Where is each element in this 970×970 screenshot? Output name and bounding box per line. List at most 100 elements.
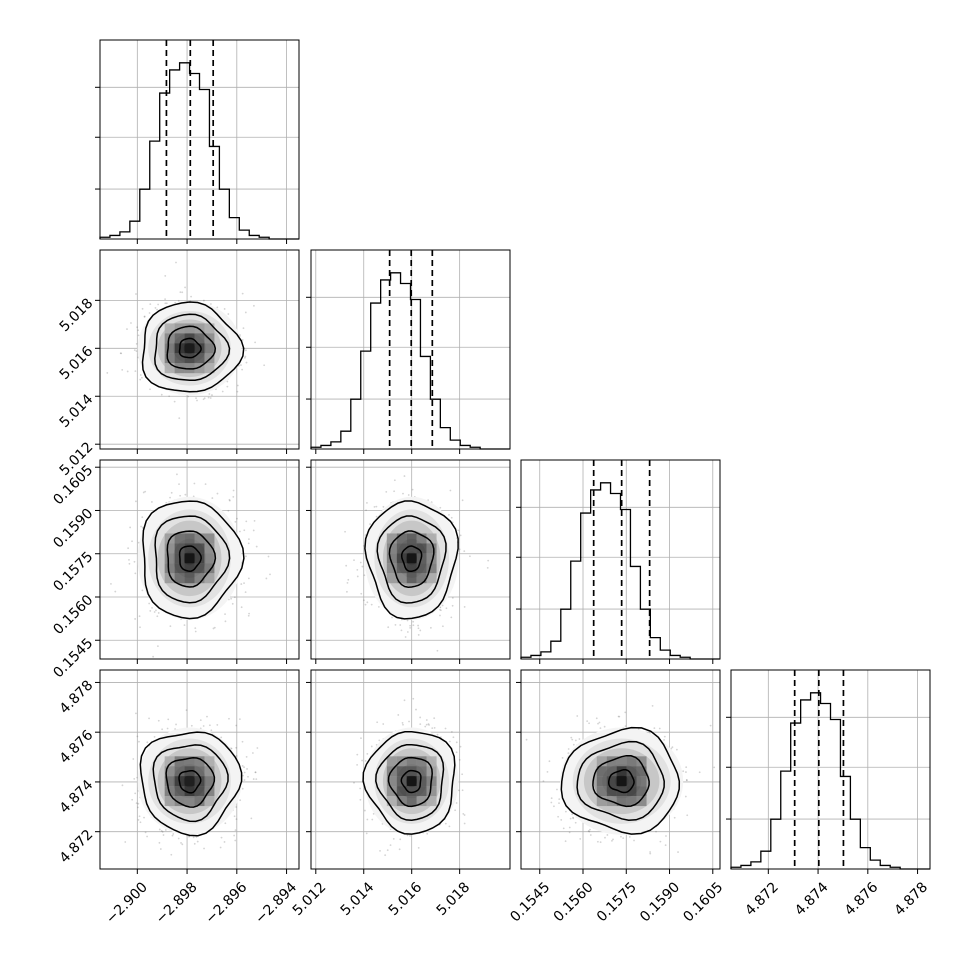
sample-point — [596, 840, 599, 843]
sample-point — [165, 302, 168, 305]
sample-point — [449, 489, 452, 492]
sample-point — [439, 609, 442, 612]
sample-point — [463, 606, 466, 608]
sample-point — [153, 611, 156, 613]
sample-point — [241, 765, 244, 767]
contour-inner — [388, 530, 435, 588]
sample-point — [195, 397, 197, 400]
sample-point — [220, 736, 223, 739]
sample-point — [401, 722, 404, 724]
density-cell — [636, 796, 647, 807]
x-tick-label: −2.896 — [202, 879, 250, 927]
density-cell — [386, 553, 397, 564]
sample-point — [164, 829, 167, 831]
sample-point — [136, 776, 139, 779]
sample-point — [425, 719, 428, 721]
density-cell — [596, 786, 607, 797]
density-cell — [386, 756, 397, 767]
sample-point — [452, 736, 455, 739]
sample-point — [570, 736, 573, 739]
contour-inner — [165, 757, 216, 808]
x-tick-label: 5.016 — [386, 879, 426, 919]
sample-point — [415, 708, 417, 711]
sample-point — [366, 601, 369, 604]
sample-point — [603, 725, 606, 728]
sample-point — [236, 517, 238, 520]
sample-point — [141, 376, 143, 379]
sample-point — [412, 620, 415, 623]
sample-point — [177, 299, 180, 302]
density-cell — [626, 776, 637, 787]
sample-point — [393, 490, 396, 493]
sample-point — [254, 771, 257, 774]
sample-point — [604, 836, 606, 839]
scatter-panel-3-1 — [306, 669, 511, 874]
sample-point — [171, 834, 174, 837]
sample-point — [404, 636, 407, 638]
sample-point — [254, 341, 257, 344]
x-tick-label: 4.872 — [742, 879, 782, 919]
x-tick-label: −2.900 — [103, 879, 151, 927]
sample-point — [139, 374, 142, 376]
sample-point — [428, 724, 430, 726]
sample-point — [134, 618, 137, 620]
sample-point — [458, 759, 461, 761]
sample-point — [239, 530, 241, 533]
density-cell — [204, 533, 215, 544]
density-cell — [386, 786, 397, 797]
sample-point — [448, 514, 450, 516]
sample-point — [649, 852, 652, 855]
sample-point — [371, 818, 374, 821]
sample-point — [141, 589, 144, 592]
sample-point — [149, 610, 152, 612]
sample-point — [663, 739, 665, 741]
density-cell — [616, 756, 627, 767]
sample-point — [407, 494, 410, 496]
sample-point — [564, 810, 567, 813]
sample-point — [366, 818, 369, 821]
sample-point — [377, 605, 380, 608]
panel-frame — [99, 249, 300, 450]
density-cell — [164, 756, 175, 767]
sample-point — [353, 781, 355, 784]
sample-point — [248, 612, 250, 615]
contour-mid — [376, 515, 447, 604]
density-cell — [426, 786, 437, 797]
sample-point — [173, 400, 176, 403]
y-tick-label: 0.1590 — [50, 506, 96, 552]
sample-point — [216, 724, 219, 726]
sample-point — [436, 649, 439, 652]
sample-point — [347, 578, 350, 581]
sample-point — [157, 612, 160, 614]
sample-point — [236, 384, 239, 387]
density-cell — [174, 543, 185, 554]
sample-point — [419, 629, 422, 632]
sample-point — [353, 559, 355, 561]
sample-point — [224, 620, 227, 623]
density-cell — [174, 796, 185, 807]
sample-point — [126, 370, 129, 373]
sample-point — [373, 505, 376, 508]
sample-point — [457, 789, 460, 792]
sample-point — [402, 492, 404, 495]
sample-point — [114, 590, 117, 593]
sample-point — [243, 529, 246, 532]
sample-point — [131, 798, 134, 801]
density-cell — [386, 776, 397, 787]
y-tick-label: 0.1545 — [50, 635, 96, 681]
sample-point — [458, 548, 461, 551]
sample-point — [670, 747, 673, 750]
density-cell — [616, 766, 627, 777]
sample-point — [361, 759, 364, 762]
sample-point — [346, 581, 349, 584]
sample-point — [190, 295, 192, 298]
y-tick-label: 0.1560 — [50, 592, 96, 638]
sample-point — [129, 526, 132, 529]
sample-point — [360, 737, 362, 740]
sample-point — [574, 739, 577, 742]
sample-point — [212, 627, 215, 630]
density-cell — [204, 353, 215, 364]
sample-point — [247, 775, 249, 778]
sample-point — [135, 712, 137, 715]
density-cell — [406, 573, 417, 584]
